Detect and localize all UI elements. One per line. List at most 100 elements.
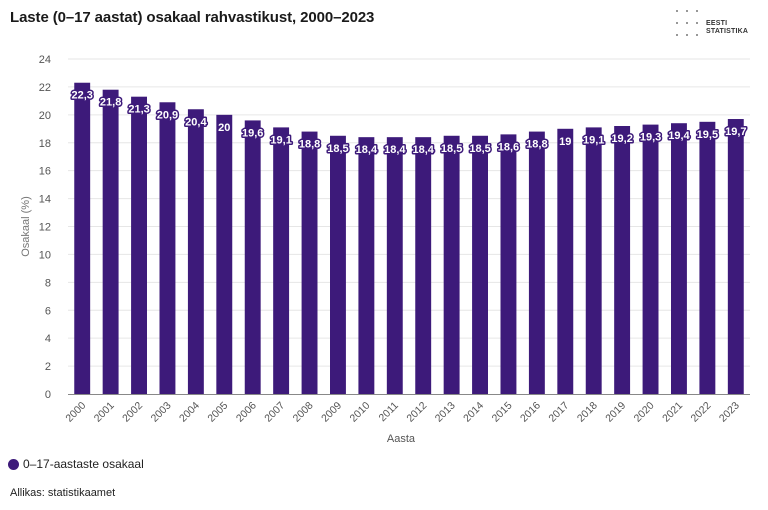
y-tick-label: 0 xyxy=(45,389,51,401)
legend-swatch-icon xyxy=(8,458,19,470)
data-label: 20,9 xyxy=(157,109,178,121)
x-tick-label: 2019 xyxy=(603,400,628,425)
data-label: 19,4 xyxy=(668,130,690,142)
bar xyxy=(216,114,233,394)
legend-label: 0–17-aastaste osakaal xyxy=(23,457,144,471)
y-tick-label: 8 xyxy=(45,277,51,289)
data-label: 21,8 xyxy=(100,97,121,109)
x-tick-label: 2010 xyxy=(347,400,372,425)
x-tick-label: 2012 xyxy=(404,400,429,425)
data-label: 21,3 xyxy=(128,104,149,116)
data-label: 20,4 xyxy=(185,116,207,128)
bar xyxy=(727,119,744,394)
bar xyxy=(557,128,574,394)
x-tick-label: 2023 xyxy=(717,400,742,425)
bar xyxy=(301,131,318,395)
bar xyxy=(386,137,403,394)
bar xyxy=(273,127,290,394)
bar xyxy=(585,127,602,394)
logo-dot xyxy=(696,22,698,24)
bar xyxy=(187,109,204,394)
x-tick-label: 2022 xyxy=(688,400,713,425)
bar xyxy=(415,137,432,394)
data-label: 18,4 xyxy=(356,144,378,156)
x-tick-label: 2007 xyxy=(262,400,287,425)
bar xyxy=(74,82,91,395)
bar xyxy=(500,134,517,394)
data-label: 18,5 xyxy=(441,143,462,155)
x-tick-label: 2002 xyxy=(120,400,145,425)
x-tick-label: 2015 xyxy=(490,400,515,425)
data-label: 19 xyxy=(559,136,571,148)
data-label: 19,1 xyxy=(270,134,291,146)
x-tick-label: 2004 xyxy=(177,400,202,425)
y-tick-label: 10 xyxy=(39,249,51,261)
logo-text-eesti: EESTI xyxy=(706,20,728,27)
bar xyxy=(159,102,176,394)
data-label: 19,7 xyxy=(725,126,746,138)
y-tick-label: 6 xyxy=(45,305,51,317)
logo-dot xyxy=(686,22,688,24)
x-tick-label: 2018 xyxy=(575,400,600,425)
bar xyxy=(614,126,631,394)
data-label: 18,8 xyxy=(526,139,547,151)
logo-text-statistika: STATISTIKA xyxy=(706,28,749,35)
x-tick-label: 2006 xyxy=(234,400,259,425)
x-tick-label: 2013 xyxy=(433,400,458,425)
data-label: 18,5 xyxy=(469,143,490,155)
data-label: 18,4 xyxy=(412,144,434,156)
data-label: 19,5 xyxy=(697,129,718,141)
chart-title: Laste (0–17 aastat) osakaal rahvastikust… xyxy=(10,9,375,26)
bar xyxy=(699,121,716,394)
data-label: 20 xyxy=(218,122,230,134)
x-tick-label: 2008 xyxy=(291,400,316,425)
logo-dot xyxy=(676,34,678,36)
y-tick-label: 16 xyxy=(39,166,51,178)
x-axis-title: Aasta xyxy=(387,433,416,445)
logo-dot xyxy=(676,22,678,24)
y-tick-label: 20 xyxy=(39,110,51,122)
x-tick-label: 2014 xyxy=(461,400,486,425)
x-tick-label: 2001 xyxy=(92,400,117,425)
logo-dot xyxy=(686,10,688,12)
bar xyxy=(671,123,687,394)
y-tick-label: 24 xyxy=(39,54,51,66)
data-label: 18,4 xyxy=(384,144,406,156)
logo-dot xyxy=(696,34,698,36)
bar xyxy=(472,135,488,395)
data-label: 22,3 xyxy=(71,90,92,102)
x-tick-label: 2011 xyxy=(376,400,401,425)
data-label: 19,6 xyxy=(242,127,263,139)
legend[interactable]: 0–17-aastaste osakaal xyxy=(8,457,144,471)
x-tick-label: 2021 xyxy=(660,400,685,425)
bar xyxy=(330,135,346,395)
source-note: Allikas: statistikaamet xyxy=(10,487,116,499)
y-tick-label: 18 xyxy=(39,138,51,150)
bar xyxy=(528,131,545,395)
y-tick-label: 12 xyxy=(39,222,51,234)
logo-dot xyxy=(676,10,678,12)
y-tick-label: 4 xyxy=(45,333,51,345)
logo-dot xyxy=(696,10,698,12)
data-label: 18,6 xyxy=(498,141,519,153)
logo-dot xyxy=(686,34,688,36)
data-label: 19,2 xyxy=(611,133,632,145)
bar xyxy=(244,120,261,395)
bar xyxy=(102,89,119,394)
data-label: 19,3 xyxy=(640,132,661,144)
x-tick-label: 2016 xyxy=(518,400,543,425)
y-tick-label: 22 xyxy=(39,82,51,94)
y-tick-label: 2 xyxy=(45,361,51,373)
bar xyxy=(642,124,659,395)
data-label: 18,8 xyxy=(299,139,320,151)
x-tick-label: 2000 xyxy=(63,400,88,425)
data-label: 19,1 xyxy=(583,134,604,146)
data-label: 18,5 xyxy=(327,143,348,155)
x-tick-label: 2017 xyxy=(546,400,571,425)
x-tick-label: 2005 xyxy=(205,400,230,425)
eesti-statistika-logo: EESTI STATISTIKA xyxy=(676,10,756,42)
bar xyxy=(443,135,460,395)
y-axis-title: Osakaal (%) xyxy=(20,196,32,257)
x-tick-label: 2009 xyxy=(319,400,344,425)
x-tick-label: 2020 xyxy=(632,400,657,425)
